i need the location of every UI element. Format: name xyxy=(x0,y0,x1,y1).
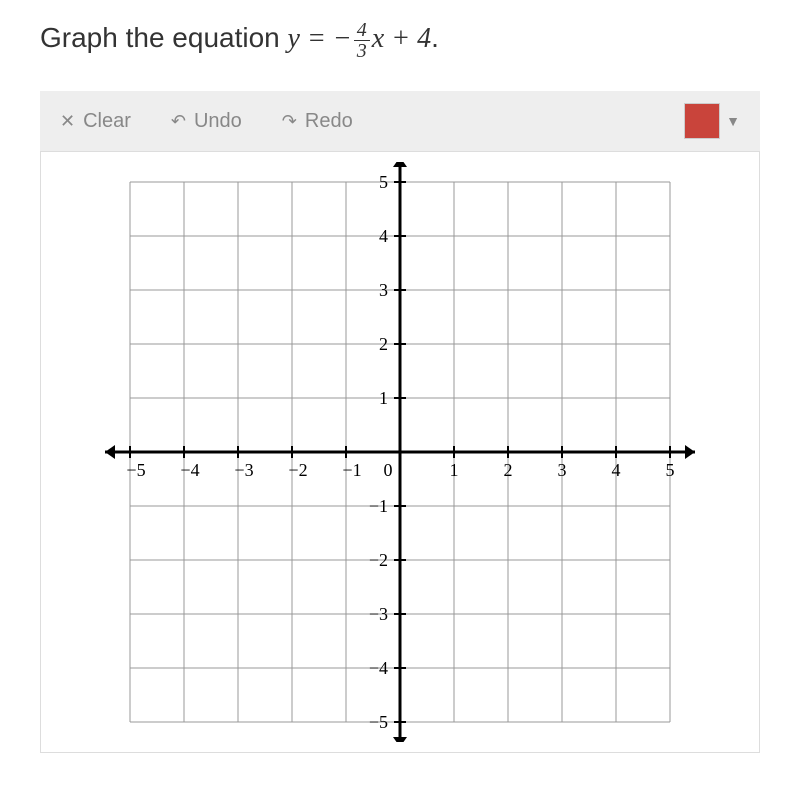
svg-text:1: 1 xyxy=(379,388,388,408)
svg-text:4: 4 xyxy=(379,226,388,246)
svg-text:4: 4 xyxy=(612,460,621,480)
svg-text:2: 2 xyxy=(504,460,513,480)
color-picker[interactable]: ▼ xyxy=(684,103,740,139)
clear-button[interactable]: ✕ Clear xyxy=(60,110,131,133)
x-icon: ✕ xyxy=(60,111,75,132)
undo-icon: ↶ xyxy=(171,111,186,132)
redo-icon: ↷ xyxy=(282,111,297,132)
undo-label: Undo xyxy=(194,110,242,133)
redo-button[interactable]: ↷ Redo xyxy=(282,110,353,133)
svg-text:3: 3 xyxy=(558,460,567,480)
svg-text:0: 0 xyxy=(384,460,393,480)
chevron-down-icon: ▼ xyxy=(726,113,740,129)
svg-text:1: 1 xyxy=(450,460,459,480)
svg-text:−1: −1 xyxy=(369,496,388,516)
svg-text:5: 5 xyxy=(666,460,675,480)
svg-text:−5: −5 xyxy=(369,712,388,732)
svg-text:−3: −3 xyxy=(369,604,388,624)
undo-button[interactable]: ↶ Undo xyxy=(171,110,242,133)
var-y: y xyxy=(288,23,300,54)
svg-text:5: 5 xyxy=(379,172,388,192)
prompt-prefix: Graph the equation xyxy=(40,22,288,53)
negative-sign: − xyxy=(333,23,352,54)
svg-text:−3: −3 xyxy=(234,460,253,480)
svg-text:−5: −5 xyxy=(126,460,145,480)
svg-text:−4: −4 xyxy=(180,460,199,480)
svg-text:−4: −4 xyxy=(369,658,388,678)
period: . xyxy=(431,22,439,53)
redo-label: Redo xyxy=(305,110,353,133)
svg-text:−2: −2 xyxy=(288,460,307,480)
graph-toolbar: ✕ Clear ↶ Undo ↷ Redo ▼ xyxy=(40,91,760,151)
svg-text:−1: −1 xyxy=(342,460,361,480)
fraction: 43 xyxy=(354,20,370,61)
graph-canvas[interactable]: −5 −4 −3 −2 −1 1 2 3 4 5 0 −5 −4 −3 −2 −1 1 2 3 4 5 xyxy=(40,151,760,753)
var-x: x xyxy=(372,23,384,54)
equals: = xyxy=(300,23,333,54)
svg-text:−2: −2 xyxy=(369,550,388,570)
svg-text:3: 3 xyxy=(379,280,388,300)
color-swatch xyxy=(684,103,720,139)
svg-text:2: 2 xyxy=(379,334,388,354)
plus-const: + 4 xyxy=(384,23,431,54)
cartesian-grid[interactable]: −5 −4 −3 −2 −1 1 2 3 4 5 0 −5 −4 −3 −2 −1 1 2 3 4 5 xyxy=(80,162,720,742)
frac-numerator: 4 xyxy=(354,20,370,41)
clear-label: Clear xyxy=(83,110,131,133)
problem-prompt: Graph the equation y = −43x + 4. xyxy=(40,20,760,61)
frac-denominator: 3 xyxy=(354,41,370,61)
